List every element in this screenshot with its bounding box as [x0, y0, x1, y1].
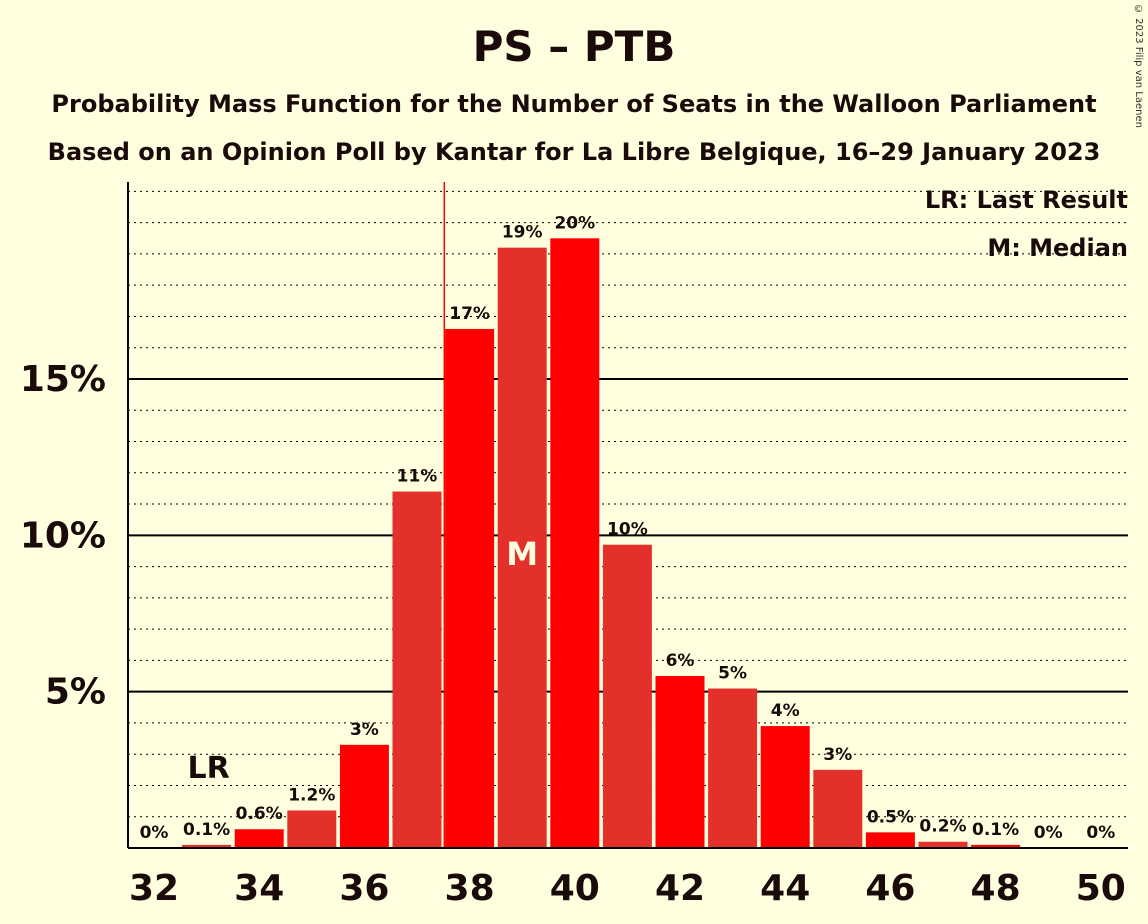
- legend-last-result: LR: Last Result: [924, 186, 1128, 214]
- data-label: 3%: [823, 745, 852, 765]
- x-tick-label: 48: [971, 868, 1021, 909]
- bar-seat-34: [234, 829, 284, 848]
- bar-seat-35: [287, 810, 337, 848]
- data-label: 3%: [350, 720, 379, 740]
- x-tick-label: 40: [550, 868, 600, 909]
- data-label: 19%: [502, 223, 543, 243]
- x-tick-label: 42: [655, 868, 705, 909]
- data-label: 0.1%: [972, 820, 1019, 840]
- x-tick-label: 50: [1076, 868, 1126, 909]
- y-tick-label: 10%: [20, 515, 106, 556]
- bar-seat-33: [182, 844, 232, 848]
- data-label: 20%: [554, 213, 595, 233]
- copyright-note: © 2023 Filip van Laenen: [1133, 4, 1144, 128]
- bar-seat-41: [602, 544, 652, 848]
- data-label: 0.6%: [236, 804, 283, 824]
- data-label: 0.2%: [919, 817, 966, 837]
- bar-seat-37: [392, 491, 442, 848]
- data-label: 0%: [1086, 823, 1115, 843]
- x-tick-label: 38: [445, 868, 495, 909]
- bar-seat-44: [760, 726, 810, 848]
- data-label: 6%: [666, 651, 695, 671]
- last-result-label: LR: [187, 751, 229, 786]
- data-label: 5%: [718, 664, 747, 684]
- y-tick-label: 5%: [45, 672, 106, 713]
- data-label: 0%: [140, 823, 169, 843]
- bar-seat-40: [550, 238, 600, 849]
- data-label: 1.2%: [288, 785, 335, 805]
- bar-seat-46: [865, 832, 915, 848]
- x-tick-label: 46: [865, 868, 915, 909]
- bar-seat-39: [497, 247, 547, 848]
- bar-seat-47: [918, 841, 968, 848]
- bar-seat-45: [813, 769, 863, 848]
- bar-seat-42: [655, 676, 705, 848]
- legend-median: M: Median: [987, 234, 1128, 262]
- chart-title: PS – PTB: [472, 22, 676, 71]
- bar-seat-43: [708, 688, 758, 848]
- median-marker-label: M: [506, 535, 538, 573]
- data-label: 0.5%: [867, 807, 914, 827]
- bar-seat-38: [445, 328, 495, 848]
- x-tick-label: 44: [760, 868, 810, 909]
- x-tick-label: 32: [129, 868, 179, 909]
- x-tick-label: 36: [339, 868, 389, 909]
- bar-seat-48: [971, 844, 1021, 848]
- data-label: 17%: [449, 304, 490, 324]
- y-tick-label: 15%: [20, 359, 106, 400]
- data-label: 4%: [771, 701, 800, 721]
- chart-subtitle: Probability Mass Function for the Number…: [51, 90, 1097, 118]
- bar-seat-36: [339, 744, 389, 848]
- chart-subtitle-source: Based on an Opinion Poll by Kantar for L…: [47, 138, 1101, 166]
- x-tick-label: 34: [234, 868, 284, 909]
- data-label: 0%: [1034, 823, 1063, 843]
- data-label: 11%: [397, 467, 438, 487]
- data-label: 10%: [607, 520, 648, 540]
- data-label: 0.1%: [183, 820, 230, 840]
